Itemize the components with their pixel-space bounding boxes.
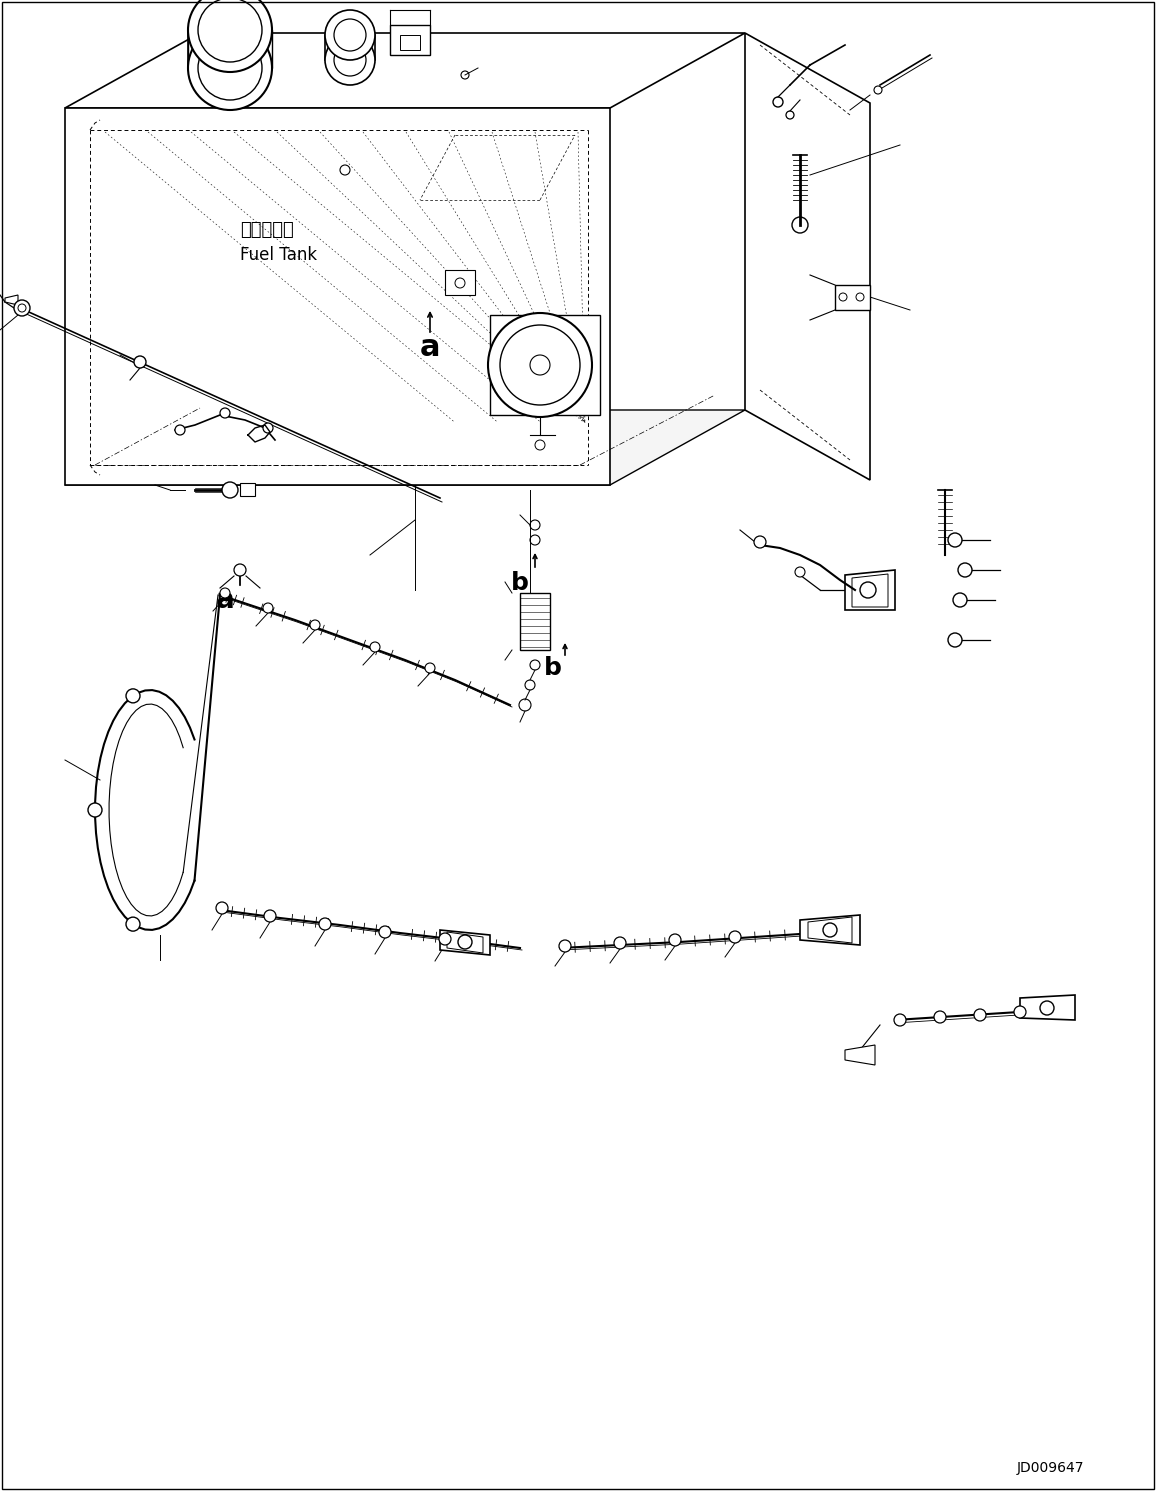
Polygon shape bbox=[5, 295, 18, 306]
Polygon shape bbox=[240, 483, 255, 497]
Circle shape bbox=[958, 564, 972, 577]
Circle shape bbox=[198, 0, 262, 63]
Polygon shape bbox=[65, 107, 610, 485]
Circle shape bbox=[220, 409, 230, 417]
Circle shape bbox=[325, 10, 375, 60]
Circle shape bbox=[222, 482, 238, 498]
Text: a: a bbox=[420, 334, 440, 362]
Circle shape bbox=[1040, 1000, 1054, 1015]
Circle shape bbox=[823, 923, 837, 936]
Text: Fuel Tank: Fuel Tank bbox=[240, 246, 317, 264]
Circle shape bbox=[198, 36, 262, 100]
Polygon shape bbox=[1020, 994, 1075, 1020]
Circle shape bbox=[439, 933, 451, 945]
Circle shape bbox=[325, 34, 375, 85]
Circle shape bbox=[1014, 1006, 1027, 1018]
Circle shape bbox=[560, 939, 571, 951]
Circle shape bbox=[220, 587, 230, 598]
Circle shape bbox=[669, 933, 681, 945]
Polygon shape bbox=[835, 285, 870, 310]
Text: JD009647: JD009647 bbox=[1016, 1461, 1084, 1475]
Circle shape bbox=[188, 25, 272, 110]
Polygon shape bbox=[447, 932, 483, 953]
Polygon shape bbox=[845, 570, 895, 610]
Circle shape bbox=[126, 689, 140, 702]
Circle shape bbox=[188, 0, 272, 72]
Text: b: b bbox=[544, 656, 562, 680]
Circle shape bbox=[860, 581, 876, 598]
Circle shape bbox=[126, 917, 140, 930]
Polygon shape bbox=[744, 33, 870, 480]
Polygon shape bbox=[800, 915, 860, 945]
Polygon shape bbox=[520, 593, 550, 650]
Circle shape bbox=[795, 567, 805, 577]
Circle shape bbox=[894, 1014, 906, 1026]
Circle shape bbox=[134, 356, 146, 368]
Circle shape bbox=[175, 425, 185, 435]
Circle shape bbox=[501, 325, 580, 406]
Circle shape bbox=[948, 634, 962, 647]
Circle shape bbox=[975, 1009, 986, 1021]
Text: 燃料タンク: 燃料タンク bbox=[240, 221, 294, 239]
Polygon shape bbox=[440, 930, 490, 956]
Circle shape bbox=[216, 902, 228, 914]
Circle shape bbox=[310, 620, 320, 631]
Circle shape bbox=[88, 804, 102, 817]
Circle shape bbox=[953, 593, 968, 607]
Text: a: a bbox=[216, 586, 235, 614]
Polygon shape bbox=[65, 33, 744, 107]
Polygon shape bbox=[445, 270, 475, 295]
Circle shape bbox=[425, 663, 435, 672]
Polygon shape bbox=[65, 410, 744, 485]
Polygon shape bbox=[490, 315, 600, 414]
Circle shape bbox=[614, 936, 627, 948]
Circle shape bbox=[379, 926, 391, 938]
Polygon shape bbox=[845, 1045, 875, 1065]
Polygon shape bbox=[400, 34, 420, 51]
Text: b: b bbox=[511, 571, 529, 595]
Polygon shape bbox=[852, 574, 888, 607]
Circle shape bbox=[264, 602, 273, 613]
Circle shape bbox=[264, 910, 276, 921]
Polygon shape bbox=[808, 917, 852, 942]
Circle shape bbox=[948, 532, 962, 547]
Circle shape bbox=[234, 564, 246, 576]
Circle shape bbox=[14, 300, 30, 316]
Circle shape bbox=[488, 313, 592, 417]
Circle shape bbox=[370, 643, 380, 652]
Circle shape bbox=[334, 19, 366, 51]
Polygon shape bbox=[390, 25, 430, 55]
Circle shape bbox=[264, 423, 273, 432]
Circle shape bbox=[729, 930, 741, 942]
Circle shape bbox=[934, 1011, 946, 1023]
Polygon shape bbox=[188, 30, 272, 69]
Circle shape bbox=[319, 918, 331, 930]
Circle shape bbox=[334, 45, 366, 76]
Circle shape bbox=[754, 535, 766, 549]
Circle shape bbox=[458, 935, 472, 948]
